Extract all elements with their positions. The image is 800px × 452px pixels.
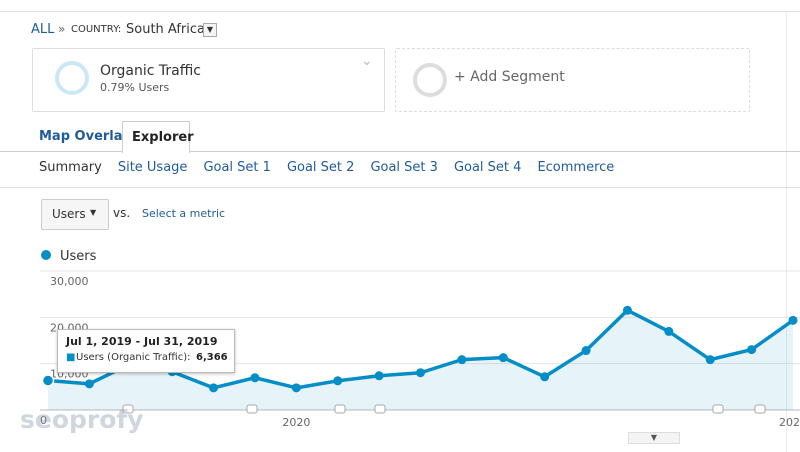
point	[664, 326, 674, 336]
select-metric[interactable]: Select a metric	[142, 207, 226, 220]
subtab[interactable]: Goal Set 2	[286, 160, 355, 175]
tab[interactable]: Map Overlay	[39, 129, 131, 144]
tooltip: Jul 1, 2019 - Jul 31, 2019 ■ Users (Orga…	[57, 329, 235, 373]
breadcrumb-dimension: COUNTRY:	[71, 24, 122, 35]
tooltip-title: Jul 1, 2019 - Jul 31, 2019	[66, 335, 218, 348]
annotation-marker	[246, 404, 258, 414]
caret: ▼	[90, 208, 97, 217]
right-border	[786, 12, 787, 452]
annotation-marker	[334, 404, 346, 414]
point	[250, 373, 260, 383]
y-tick-label: 0	[40, 414, 47, 427]
point	[333, 376, 343, 386]
segment-ring	[413, 63, 447, 97]
segment-detail: 0.79% Users	[100, 81, 170, 94]
point	[498, 353, 508, 363]
segment-name: Organic Traffic	[100, 63, 201, 79]
x-tick-label: 2021	[779, 416, 800, 429]
point	[747, 345, 757, 355]
y-tick-label: 30,000	[50, 275, 89, 288]
subtab-line	[0, 187, 800, 188]
breadcrumb-sep: »	[58, 22, 66, 36]
expand-button[interactable]: ▼	[628, 432, 680, 444]
point	[788, 315, 798, 325]
area	[48, 310, 793, 410]
point	[41, 374, 55, 387]
point	[374, 371, 384, 381]
subtab[interactable]: Site Usage	[117, 160, 188, 175]
subtab[interactable]: Goal Set 3	[370, 160, 438, 175]
point	[581, 346, 591, 356]
point	[416, 368, 425, 378]
subtab[interactable]: Goal Set 1	[203, 160, 271, 175]
add-segment[interactable]: + Add Segment	[395, 48, 750, 112]
vs-label: vs.	[113, 206, 131, 220]
x-tick-label: 2020	[282, 416, 310, 429]
add-segment-label: + Add Segment	[454, 69, 565, 85]
dropdown[interactable]: ▼	[203, 23, 217, 37]
tab-label: Explorer	[132, 130, 194, 145]
legend-label: Users	[60, 249, 97, 264]
subtabs: Summary Site Usage Goal Set 1 Goal Set 2 Goa…	[39, 160, 630, 175]
breadcrumb-value: South Africa	[126, 22, 205, 37]
top-border	[0, 11, 800, 12]
point	[209, 383, 219, 393]
point	[84, 379, 94, 389]
tooltip-label: Users (Organic Traffic):	[76, 352, 191, 363]
point	[291, 383, 301, 393]
annotation-marker	[754, 404, 766, 414]
annotation-marker	[374, 404, 386, 414]
annotation-marker	[712, 404, 724, 414]
annotation-marker	[122, 404, 134, 414]
point	[622, 305, 632, 315]
legend-dot	[41, 250, 51, 260]
tooltip-value: 6,366	[196, 352, 228, 363]
tab-selected[interactable]: Explorer	[122, 121, 194, 153]
subtab[interactable]: Summary	[39, 160, 102, 175]
watermark: seoprofy	[20, 405, 144, 434]
point	[705, 355, 715, 365]
tooltip-swatch: ■	[66, 352, 76, 363]
subtab[interactable]: Goal Set 4	[453, 160, 522, 175]
metric-dropdown[interactable]: Users ▼	[41, 199, 109, 230]
subtab[interactable]: Ecommerce	[537, 160, 615, 175]
point	[540, 372, 550, 382]
segment-ring	[55, 61, 89, 95]
breadcrumb-root[interactable]: ALL	[31, 22, 55, 37]
chevron[interactable]: ⌄	[361, 53, 373, 69]
tab-line	[0, 151, 800, 152]
point	[457, 355, 467, 365]
segment-card[interactable]: Organic Traffic 0.79% Users ⌄	[32, 48, 385, 112]
metric-label: Users	[52, 207, 86, 221]
